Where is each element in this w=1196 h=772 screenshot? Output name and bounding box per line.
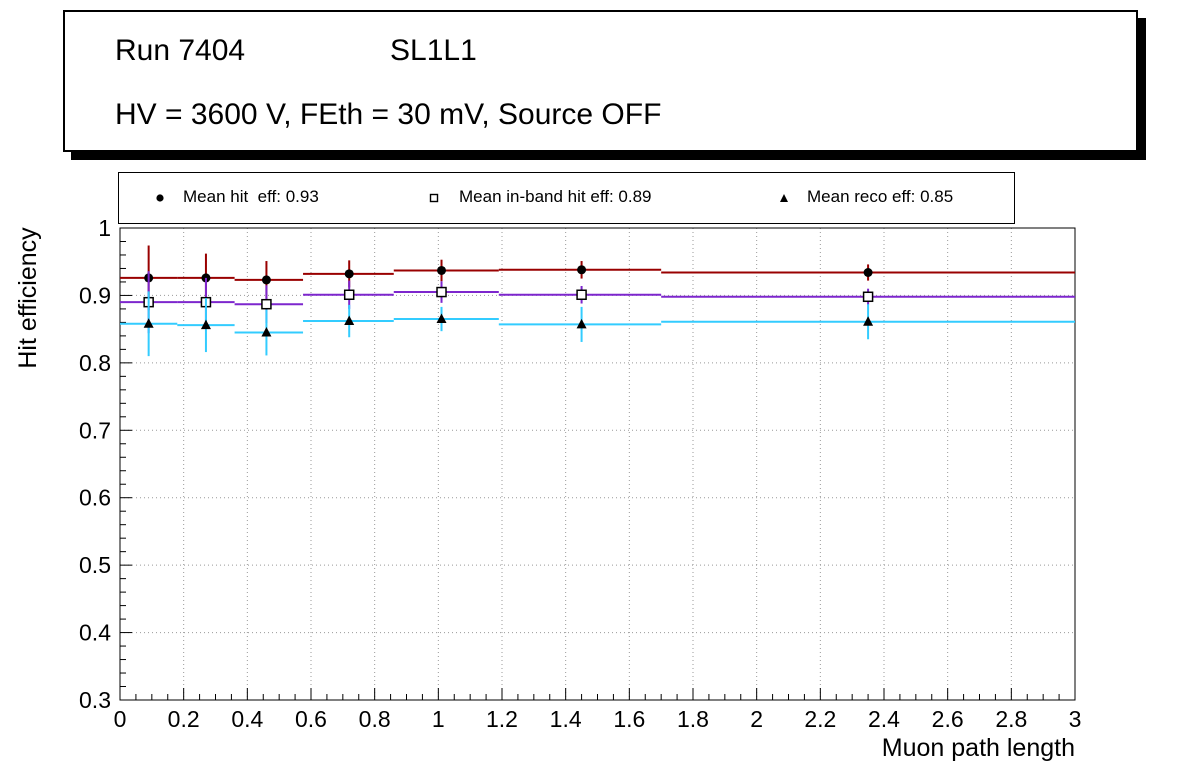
data-point-marker: [576, 318, 587, 329]
legend-label-inband: Mean in-band hit eff: 0.89: [459, 187, 652, 206]
svg-text:2.8: 2.8: [995, 706, 1027, 732]
data-point-marker: [261, 298, 272, 310]
y-axis-title: Hit efficiency: [14, 227, 42, 369]
svg-text:0.9: 0.9: [79, 282, 111, 308]
plot-frame: [119, 227, 1076, 701]
data-point-marker: [343, 289, 355, 301]
data-point-marker: [863, 268, 873, 278]
svg-text:2.6: 2.6: [932, 706, 964, 732]
data-point-marker: [261, 275, 271, 285]
data-point-marker: [143, 318, 154, 328]
data-point-marker: [344, 315, 355, 326]
svg-text:2.4: 2.4: [868, 706, 900, 732]
legend-label-reco: Mean reco eff: 0.85: [807, 187, 954, 206]
svg-text:0.4: 0.4: [79, 620, 111, 646]
svg-text:0.4: 0.4: [231, 706, 263, 732]
conditions-label: HV = 3600 V, FEth = 30 mV, Source OFF: [115, 98, 662, 131]
filled-triangle-icon: [777, 191, 791, 205]
legend-box: Mean hit eff: 0.93 Mean in-band hit eff:…: [118, 172, 1015, 224]
svg-text:1.4: 1.4: [550, 706, 582, 732]
axes-ticks: [119, 227, 1076, 701]
svg-text:0.7: 0.7: [79, 417, 111, 443]
svg-text:0.5: 0.5: [79, 552, 111, 578]
svg-text:1.6: 1.6: [613, 706, 645, 732]
data-point-marker: [200, 319, 211, 330]
svg-text:0.6: 0.6: [295, 706, 327, 732]
open-square-icon: [427, 191, 441, 205]
data-point-marker: [261, 327, 272, 337]
grid: [120, 228, 1075, 700]
run-label: Run 7404: [115, 34, 246, 67]
layer-label: SL1L1: [390, 34, 477, 67]
filled-circle-icon: [153, 191, 167, 205]
svg-text:0.3: 0.3: [79, 687, 111, 713]
svg-text:1: 1: [98, 215, 111, 241]
svg-text:2: 2: [750, 706, 763, 732]
data-point-marker: [436, 286, 447, 298]
svg-text:0.8: 0.8: [79, 350, 111, 376]
svg-text:1.8: 1.8: [677, 706, 709, 732]
legend-label-hit: Mean hit eff: 0.93: [183, 187, 319, 206]
svg-text:0: 0: [114, 706, 127, 732]
data-point-marker: [862, 291, 874, 303]
data-point-marker: [437, 265, 447, 275]
data-point-marker: [344, 269, 354, 279]
data-point-marker: [577, 265, 587, 275]
data-point-marker: [576, 289, 587, 301]
x-axis-title: Muon path length: [882, 734, 1075, 762]
svg-text:3: 3: [1069, 706, 1082, 732]
svg-text:2.2: 2.2: [804, 706, 836, 732]
tick-labels: 0 0.2 0.4 0.6 0.8 1 1.2 1.4 1.6 1.8 2 2.2 2.4 2.6 2.8 3…: [79, 215, 1081, 732]
title-box: Run 7404 SL1L1 HV = 3600 V, FEth = 30 mV…: [63, 10, 1138, 152]
data-point-marker: [436, 313, 447, 324]
svg-text:1.2: 1.2: [486, 706, 518, 732]
svg-text:0.8: 0.8: [359, 706, 391, 732]
svg-text:1: 1: [432, 706, 445, 732]
svg-text:0.6: 0.6: [79, 485, 111, 511]
series-reco: [120, 291, 1075, 357]
data-point-marker: [863, 316, 874, 326]
svg-text:0.2: 0.2: [168, 706, 200, 732]
